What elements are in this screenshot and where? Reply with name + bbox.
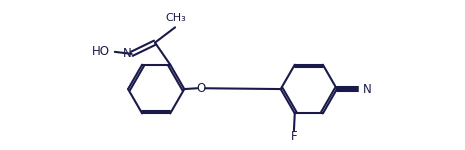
Text: CH₃: CH₃ xyxy=(166,13,186,22)
Text: O: O xyxy=(197,82,206,95)
Text: N: N xyxy=(123,47,131,60)
Text: F: F xyxy=(291,130,297,143)
Text: HO: HO xyxy=(92,45,110,58)
Text: N: N xyxy=(363,82,372,96)
